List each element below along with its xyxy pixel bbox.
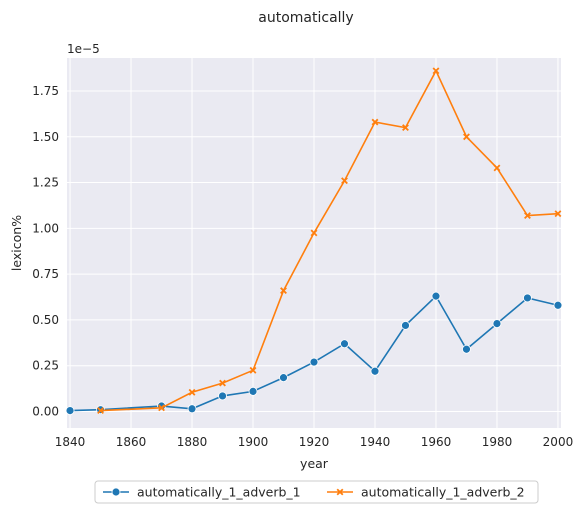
y-tick-label: 1.75 xyxy=(32,84,59,98)
data-point xyxy=(431,291,441,301)
x-tick-label: 1940 xyxy=(360,435,391,449)
data-point xyxy=(463,133,470,141)
data-point xyxy=(158,404,165,412)
data-point xyxy=(97,407,104,415)
legend-box xyxy=(94,480,539,504)
data-point xyxy=(493,164,501,172)
data-point xyxy=(249,366,257,374)
x-tick-label: 1900 xyxy=(238,435,269,449)
data-point xyxy=(370,366,380,376)
series-layer xyxy=(65,67,563,415)
x-tick-label: 1840 xyxy=(55,435,86,449)
y-tick-label: 0.75 xyxy=(32,267,59,281)
y-tick-label: 1.25 xyxy=(32,176,59,190)
data-point xyxy=(553,300,563,310)
data-point xyxy=(279,373,288,383)
x-axis-title: year xyxy=(300,456,329,471)
y-tick-label: 1.50 xyxy=(32,130,59,144)
legend-label: automatically_1_adverb_1 xyxy=(137,485,301,500)
chart-title: automatically xyxy=(258,10,353,26)
y-axis-title: lexicon% xyxy=(9,215,24,271)
legend-item: automatically_1_adverb_2 xyxy=(327,485,525,500)
y-tick-label: 0.00 xyxy=(32,405,59,419)
data-point xyxy=(65,406,75,415)
legend-item: automatically_1_adverb_1 xyxy=(103,485,301,500)
y-tick-label: 0.50 xyxy=(32,313,59,327)
data-point xyxy=(341,177,348,185)
y-tick-labels: 0.00 0.25 0.50 0.75 1.00 1.25 1.50 1.75 xyxy=(32,84,59,419)
data-point xyxy=(187,404,197,414)
data-point xyxy=(554,210,562,218)
data-point xyxy=(111,487,121,497)
series-group xyxy=(97,67,562,415)
x-tick-label: 1860 xyxy=(116,435,147,449)
data-point xyxy=(340,339,349,349)
x-tick-label: 2000 xyxy=(543,435,574,449)
x-tick-labels: 1840 1860 1880 1900 1920 1940 1960 1980 2000 xyxy=(55,435,573,449)
x-tick-label: 1880 xyxy=(177,435,208,449)
x-tick-label: 1960 xyxy=(421,435,452,449)
data-point xyxy=(309,357,319,367)
legend: automatically_1_adverb_1 automatically_1_… xyxy=(94,480,539,504)
data-point xyxy=(219,379,226,387)
x-tick-label: 1980 xyxy=(482,435,513,449)
data-point xyxy=(248,386,258,396)
y-offset-label: 1e−5 xyxy=(67,42,100,56)
data-point xyxy=(310,229,318,237)
data-point xyxy=(492,319,502,328)
series-line xyxy=(70,294,559,412)
y-tick-label: 0.25 xyxy=(32,359,59,373)
data-point xyxy=(336,488,344,496)
data-point xyxy=(401,321,410,330)
data-point xyxy=(371,118,379,126)
x-tick-label: 1920 xyxy=(299,435,330,449)
data-point xyxy=(462,344,471,354)
data-point xyxy=(280,287,287,295)
data-point xyxy=(524,212,531,219)
y-tick-label: 1.00 xyxy=(32,221,59,235)
legend-items: automatically_1_adverb_1 automatically_1_… xyxy=(103,485,525,500)
data-point xyxy=(218,391,227,401)
data-point xyxy=(523,293,532,303)
data-point xyxy=(402,124,409,132)
data-point xyxy=(188,388,196,396)
data-point xyxy=(432,67,440,75)
legend-label: automatically_1_adverb_2 xyxy=(361,485,525,500)
